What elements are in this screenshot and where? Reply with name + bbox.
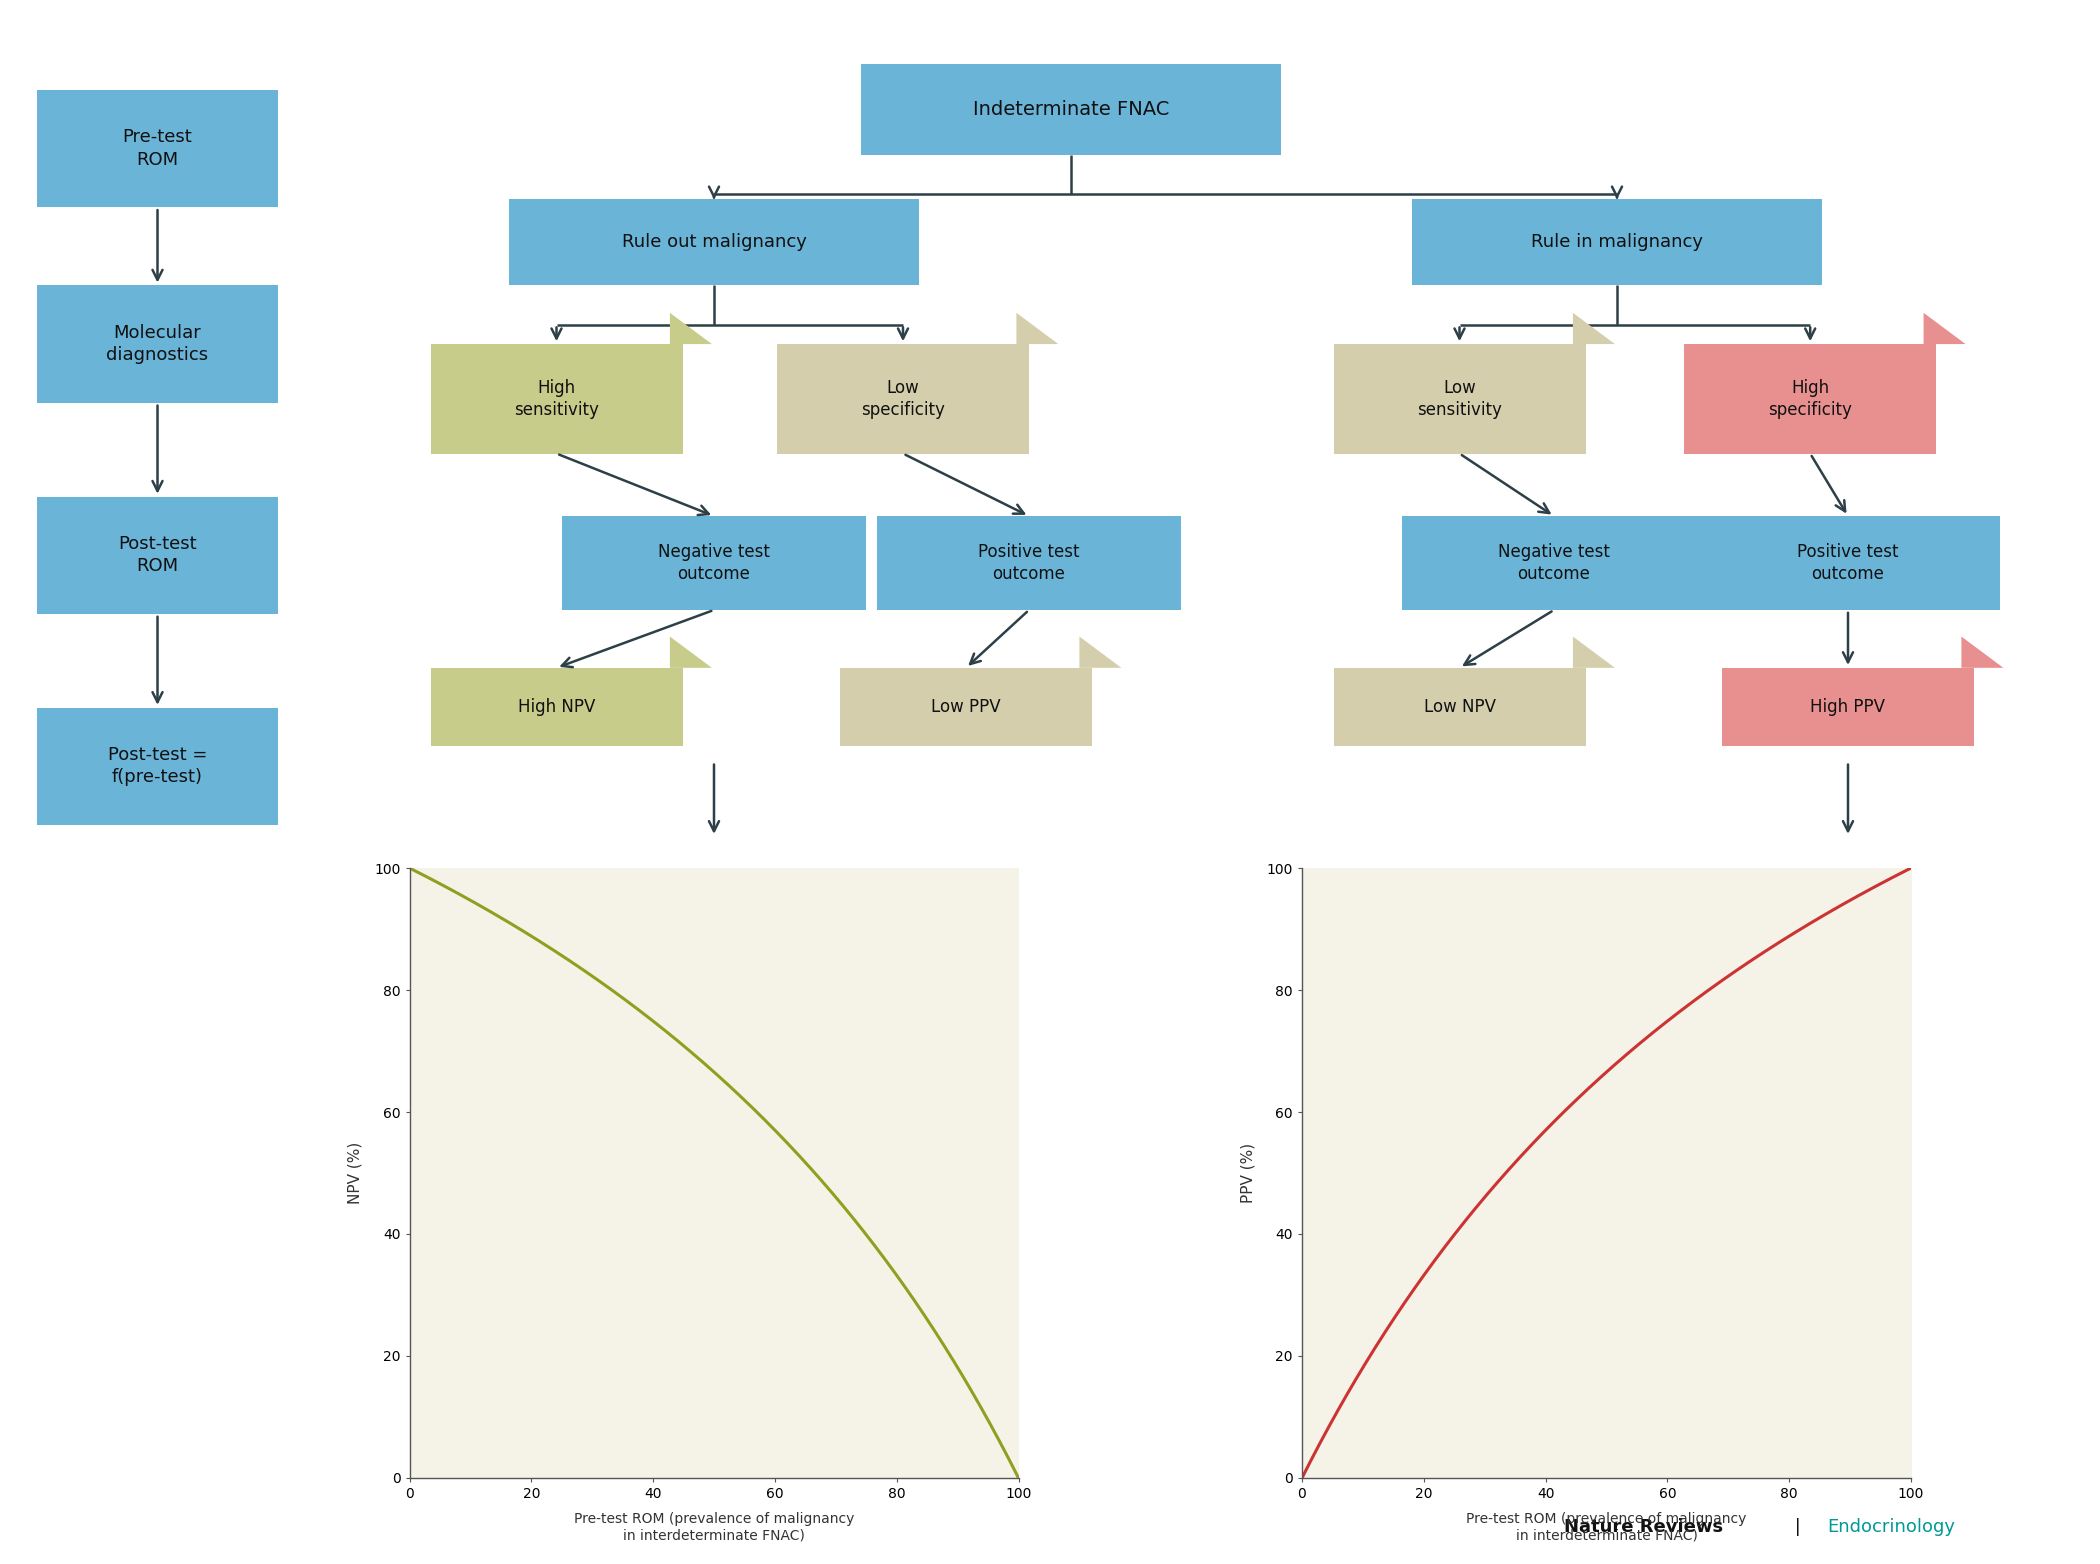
Polygon shape [670,313,712,344]
Polygon shape [1924,313,1966,344]
FancyBboxPatch shape [430,344,682,454]
Text: Endocrinology: Endocrinology [1827,1517,1955,1536]
FancyBboxPatch shape [1722,668,1974,746]
Text: Post-test =
f(pre-test): Post-test = f(pre-test) [107,746,208,787]
FancyBboxPatch shape [1697,516,1999,610]
Text: Low NPV: Low NPV [1424,698,1495,716]
FancyBboxPatch shape [510,199,920,285]
Text: Low
sensitivity: Low sensitivity [1418,378,1501,419]
Text: Negative test
outcome: Negative test outcome [657,543,771,583]
Text: Low PPV: Low PPV [930,698,1002,716]
Polygon shape [1573,313,1615,344]
Polygon shape [670,637,712,668]
FancyBboxPatch shape [1684,344,1936,454]
FancyBboxPatch shape [861,64,1281,155]
Polygon shape [1573,637,1615,668]
Polygon shape [1961,637,2003,668]
X-axis label: Pre-test ROM (prevalence of malignancy
in interdeterminate FNAC): Pre-test ROM (prevalence of malignancy i… [1466,1512,1747,1542]
Text: Positive test
outcome: Positive test outcome [1798,543,1898,583]
FancyBboxPatch shape [36,707,277,826]
Text: Indeterminate FNAC: Indeterminate FNAC [972,100,1170,119]
FancyBboxPatch shape [36,496,277,613]
Text: Post-test
ROM: Post-test ROM [118,535,197,576]
FancyBboxPatch shape [1411,199,1821,285]
Text: Positive test
outcome: Positive test outcome [979,543,1079,583]
Text: Rule out malignancy: Rule out malignancy [622,233,806,252]
Text: Low
specificity: Low specificity [861,378,945,419]
FancyBboxPatch shape [840,668,1092,746]
FancyBboxPatch shape [36,285,277,402]
Y-axis label: NPV (%): NPV (%) [349,1142,363,1204]
Text: High
sensitivity: High sensitivity [514,378,598,419]
FancyBboxPatch shape [878,516,1180,610]
Polygon shape [1079,637,1121,668]
Text: Negative test
outcome: Negative test outcome [1497,543,1611,583]
Text: Pre-test
ROM: Pre-test ROM [122,128,193,169]
Polygon shape [1016,313,1058,344]
Text: Molecular
diagnostics: Molecular diagnostics [107,324,208,364]
FancyBboxPatch shape [1403,516,1705,610]
Text: Nature Reviews: Nature Reviews [1564,1517,1724,1536]
Y-axis label: PPV (%): PPV (%) [1241,1143,1256,1203]
Text: High
specificity: High specificity [1768,378,1852,419]
FancyBboxPatch shape [777,344,1029,454]
Text: High PPV: High PPV [1810,698,1886,716]
X-axis label: Pre-test ROM (prevalence of malignancy
in interdeterminate FNAC): Pre-test ROM (prevalence of malignancy i… [573,1512,855,1542]
FancyBboxPatch shape [1334,668,1586,746]
FancyBboxPatch shape [36,89,277,206]
FancyBboxPatch shape [430,668,682,746]
FancyBboxPatch shape [1334,344,1586,454]
Text: |: | [1789,1517,1806,1536]
Text: Rule in malignancy: Rule in malignancy [1531,233,1703,252]
Text: High NPV: High NPV [519,698,594,716]
FancyBboxPatch shape [563,516,865,610]
